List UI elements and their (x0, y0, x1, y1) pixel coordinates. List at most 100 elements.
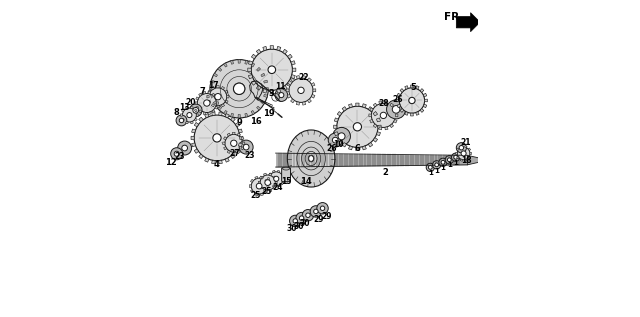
Polygon shape (223, 147, 227, 150)
Polygon shape (230, 60, 234, 64)
Polygon shape (283, 178, 285, 180)
Text: 23: 23 (175, 152, 185, 161)
Circle shape (426, 163, 435, 171)
Polygon shape (342, 143, 346, 147)
Polygon shape (191, 129, 196, 133)
Circle shape (445, 156, 454, 164)
Circle shape (320, 206, 324, 210)
Polygon shape (385, 127, 388, 130)
Polygon shape (219, 112, 222, 116)
Polygon shape (296, 102, 300, 105)
Polygon shape (356, 147, 359, 151)
Polygon shape (263, 89, 267, 93)
Polygon shape (390, 124, 394, 128)
Polygon shape (269, 173, 272, 176)
Polygon shape (373, 112, 378, 116)
Polygon shape (238, 60, 240, 63)
Circle shape (213, 134, 221, 142)
Polygon shape (311, 82, 315, 86)
Polygon shape (410, 113, 413, 116)
Polygon shape (210, 87, 214, 90)
Circle shape (252, 178, 267, 194)
Polygon shape (221, 87, 225, 90)
Text: 12: 12 (165, 158, 177, 167)
Polygon shape (255, 176, 258, 179)
Polygon shape (218, 67, 221, 71)
Polygon shape (195, 102, 197, 104)
Polygon shape (397, 93, 401, 97)
Text: 1: 1 (447, 163, 452, 168)
Polygon shape (261, 101, 265, 104)
Polygon shape (291, 78, 294, 82)
Polygon shape (404, 112, 408, 115)
Ellipse shape (287, 130, 335, 187)
Polygon shape (368, 107, 372, 111)
Polygon shape (199, 154, 203, 158)
Polygon shape (231, 117, 236, 122)
Polygon shape (208, 90, 211, 93)
Circle shape (317, 203, 328, 214)
Polygon shape (337, 138, 342, 142)
Polygon shape (287, 54, 292, 59)
Text: 9: 9 (236, 118, 242, 126)
Circle shape (310, 206, 321, 217)
Circle shape (452, 153, 460, 161)
Circle shape (314, 209, 318, 214)
Polygon shape (265, 190, 268, 193)
Circle shape (371, 103, 396, 127)
Text: 10: 10 (333, 140, 344, 149)
Polygon shape (237, 133, 241, 136)
Polygon shape (303, 75, 306, 79)
Circle shape (209, 88, 227, 106)
Circle shape (279, 93, 284, 98)
Circle shape (179, 118, 184, 123)
Polygon shape (307, 78, 312, 82)
Circle shape (428, 165, 432, 169)
Polygon shape (264, 80, 268, 83)
Polygon shape (212, 112, 215, 116)
Polygon shape (307, 99, 312, 103)
Polygon shape (410, 85, 413, 88)
Polygon shape (259, 181, 260, 184)
Polygon shape (420, 88, 424, 92)
Circle shape (225, 134, 243, 152)
Polygon shape (182, 118, 184, 121)
Polygon shape (265, 179, 268, 182)
Polygon shape (400, 88, 404, 92)
Circle shape (289, 78, 313, 102)
FancyBboxPatch shape (282, 168, 291, 182)
Polygon shape (191, 136, 194, 139)
Polygon shape (195, 118, 197, 121)
Polygon shape (416, 86, 419, 89)
Circle shape (328, 133, 342, 147)
Polygon shape (465, 159, 467, 161)
Polygon shape (232, 152, 235, 154)
Polygon shape (373, 138, 378, 142)
Polygon shape (243, 142, 244, 145)
Polygon shape (256, 86, 261, 90)
Polygon shape (281, 182, 284, 185)
Polygon shape (259, 176, 262, 179)
Circle shape (234, 83, 245, 94)
Polygon shape (286, 89, 289, 92)
Polygon shape (251, 63, 255, 67)
Polygon shape (215, 97, 218, 100)
Polygon shape (231, 154, 236, 158)
Polygon shape (278, 185, 280, 187)
Text: 25: 25 (251, 191, 261, 200)
Polygon shape (252, 81, 256, 85)
Text: 13: 13 (179, 103, 189, 112)
Polygon shape (313, 89, 316, 92)
Circle shape (182, 145, 188, 151)
Polygon shape (186, 106, 188, 109)
Polygon shape (269, 182, 271, 185)
Polygon shape (264, 94, 268, 97)
Polygon shape (287, 82, 291, 86)
Circle shape (457, 147, 470, 160)
Polygon shape (268, 178, 269, 180)
Polygon shape (250, 190, 253, 193)
Text: 27: 27 (230, 149, 241, 158)
Polygon shape (311, 94, 315, 98)
Circle shape (178, 141, 191, 155)
Circle shape (204, 100, 210, 106)
